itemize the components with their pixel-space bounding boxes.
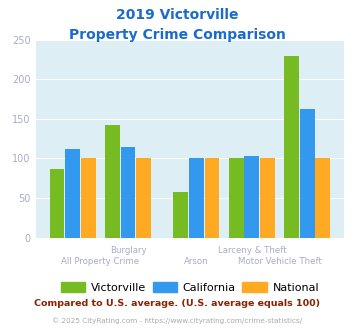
Bar [121, 147, 135, 238]
Text: 2019 Victorville: 2019 Victorville [116, 8, 239, 22]
Text: Motor Vehicle Theft: Motor Vehicle Theft [237, 257, 322, 266]
Bar [316, 158, 330, 238]
Bar [65, 149, 80, 238]
Bar [189, 158, 204, 238]
Bar [260, 158, 275, 238]
Text: Property Crime Comparison: Property Crime Comparison [69, 28, 286, 42]
Text: Arson: Arson [184, 257, 209, 266]
Bar [245, 156, 259, 238]
Text: Burglary: Burglary [110, 246, 146, 254]
Bar [204, 158, 219, 238]
Bar [174, 192, 188, 238]
Text: Larceny & Theft: Larceny & Theft [218, 246, 286, 254]
Legend: Victorville, California, National: Victorville, California, National [56, 278, 323, 297]
Bar [229, 158, 244, 238]
Bar [81, 158, 95, 238]
Bar [50, 170, 64, 238]
Text: All Property Crime: All Property Crime [61, 257, 139, 266]
Bar [300, 109, 315, 238]
Text: Compared to U.S. average. (U.S. average equals 100): Compared to U.S. average. (U.S. average … [34, 299, 321, 308]
Text: © 2025 CityRating.com - https://www.cityrating.com/crime-statistics/: © 2025 CityRating.com - https://www.city… [53, 317, 302, 324]
Bar [284, 56, 299, 238]
Bar [105, 125, 120, 238]
Bar [136, 158, 151, 238]
